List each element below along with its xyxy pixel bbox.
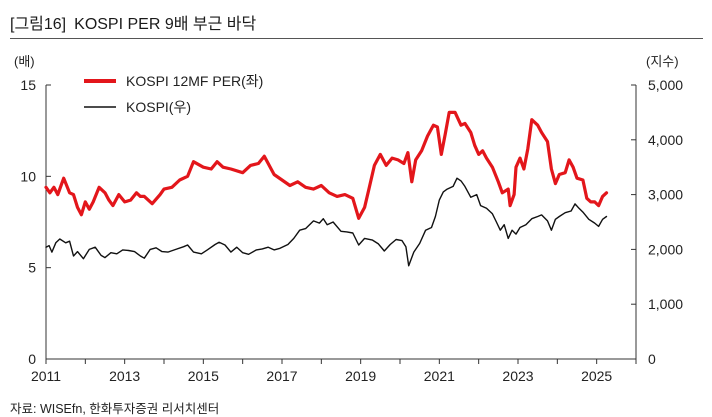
right-tick-label: 2,000 <box>648 241 683 257</box>
x-tick-label: 2013 <box>109 368 140 384</box>
x-tick-label: 2017 <box>266 368 297 384</box>
right-tick-label: 5,000 <box>648 77 683 93</box>
left-tick-label: 15 <box>20 77 36 93</box>
left-tick-label: 5 <box>28 260 36 276</box>
right-tick-label: 1,000 <box>648 296 683 312</box>
left-axis-unit: (배) <box>14 54 35 69</box>
right-tick-label: 3,000 <box>648 187 683 203</box>
x-tick-label: 2023 <box>502 368 533 384</box>
right-axis-unit: (지수) <box>646 54 679 69</box>
figure-title: [그림16] KOSPI PER 9배 부근 바닥 <box>10 10 256 34</box>
figure-label: [그림16] <box>10 16 67 33</box>
x-tick-label: 2021 <box>424 368 455 384</box>
right-tick-label: 4,000 <box>648 132 683 148</box>
x-tick-label: 2011 <box>31 368 61 384</box>
left-tick-label: 0 <box>28 351 36 367</box>
legend-label-per: KOSPI 12MF PER(좌) <box>126 73 263 89</box>
figure-title-text: KOSPI PER 9배 부근 바닥 <box>74 16 257 33</box>
x-tick-label: 2025 <box>581 368 612 384</box>
source-note: 자료: WISEfn, 한화투자증권 리서치센터 <box>10 402 220 416</box>
right-tick-label: 0 <box>648 351 656 367</box>
x-tick-label: 2015 <box>188 368 219 384</box>
series-line-per <box>44 110 609 220</box>
left-tick-label: 10 <box>20 168 36 184</box>
title-divider <box>10 38 703 39</box>
series-line-kospi <box>45 177 608 267</box>
x-tick-label: 2019 <box>345 368 376 384</box>
legend-label-kospi: KOSPI(우) <box>126 99 191 115</box>
